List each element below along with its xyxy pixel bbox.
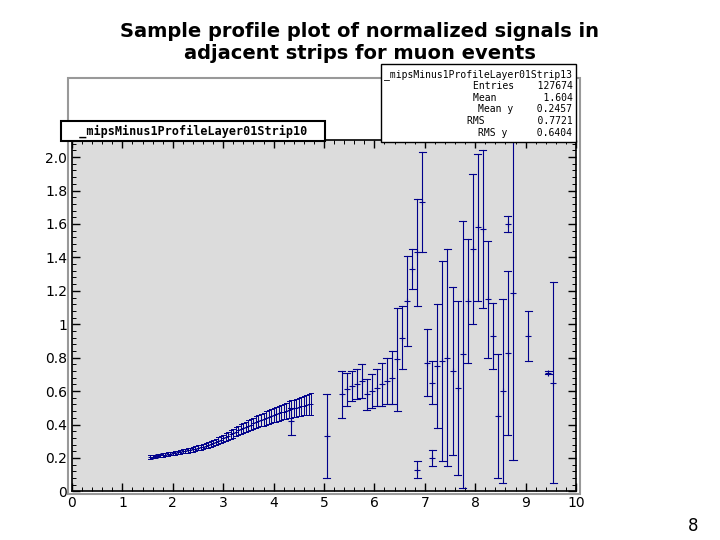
Text: _mipsMinus1ProfileLayer01Strip10: _mipsMinus1ProfileLayer01Strip10 — [65, 124, 321, 138]
Text: Sample profile plot of normalized signals in
adjacent strips for muon events: Sample profile plot of normalized signal… — [120, 22, 600, 63]
Text: 8: 8 — [688, 517, 698, 535]
Text: _mipsMinus1ProfileLayer01Strip13
Entries    127674
Mean        1.604
Mean y    0: _mipsMinus1ProfileLayer01Strip13 Entries… — [384, 69, 572, 138]
